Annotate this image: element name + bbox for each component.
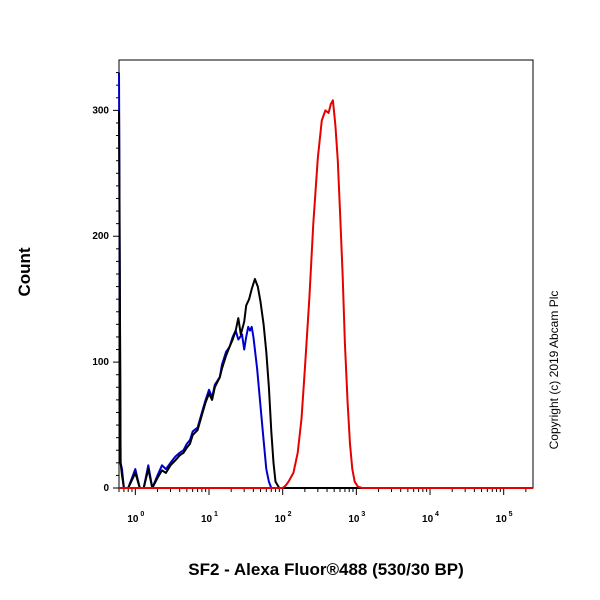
x-tick-label: 10 [422, 514, 434, 525]
plot-frame [118, 59, 534, 489]
y-tick-label: 200 [92, 231, 109, 242]
x-tick-exponent: 0 [140, 511, 144, 518]
y-minor-ticks [116, 72, 119, 476]
x-tick-exponent: 2 [288, 511, 292, 518]
series-layer [118, 72, 533, 489]
y-tick-label: 0 [103, 483, 109, 494]
x-tick-exponent: 4 [435, 511, 439, 518]
x-tick-label: 10 [496, 514, 508, 525]
x-tick-label: 10 [127, 514, 139, 525]
x-axis-title: SF2 - Alexa Fluor®488 (530/30 BP) [188, 560, 464, 579]
x-tick-label: 10 [348, 514, 360, 525]
x-tick-exponent: 5 [509, 511, 513, 518]
x-tick-label: 10 [275, 514, 287, 525]
x-tick-exponent: 3 [361, 511, 365, 518]
x-axis: 10 0 10 1 10 2 10 3 10 4 10 5 [118, 488, 527, 525]
y-tick-label: 300 [92, 105, 109, 116]
series-line-3 [119, 99, 533, 489]
y-axis-title: Count [15, 247, 34, 296]
copyright-text: Copyright (c) 2019 Abcam Plc [547, 291, 561, 450]
y-tick-label: 100 [92, 357, 109, 368]
y-axis: 0 100 200 300 [92, 105, 119, 494]
x-tick-label: 10 [201, 514, 213, 525]
series-line-2 [118, 110, 533, 489]
x-tick-exponent: 1 [214, 511, 218, 518]
series-line-1 [118, 72, 533, 489]
